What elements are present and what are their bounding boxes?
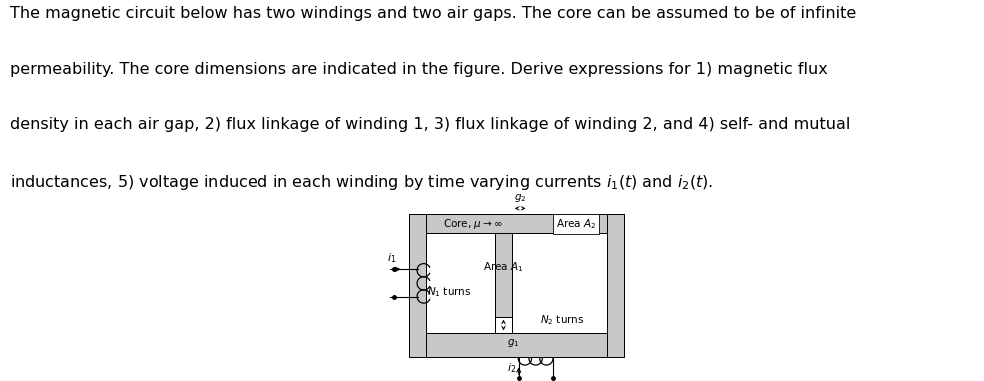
Text: The magnetic circuit below has two windings and two air gaps. The core can be as: The magnetic circuit below has two windi… — [10, 6, 856, 21]
Text: density in each air gap, 2) flux linkage of winding 1, 3) flux linkage of windin: density in each air gap, 2) flux linkage… — [10, 117, 850, 132]
Text: $i_2$: $i_2$ — [507, 361, 516, 375]
Polygon shape — [426, 233, 495, 333]
Text: $i_1$: $i_1$ — [387, 251, 397, 264]
Text: $g_1$: $g_1$ — [507, 337, 520, 349]
Polygon shape — [426, 333, 607, 357]
Text: inductances, 5) voltage induced in each winding by time varying currents $i_1(t): inductances, 5) voltage induced in each … — [10, 173, 713, 192]
Text: Area $A_1$: Area $A_1$ — [483, 260, 523, 274]
Polygon shape — [512, 214, 528, 233]
Polygon shape — [426, 214, 607, 233]
Polygon shape — [495, 233, 512, 317]
Polygon shape — [607, 214, 624, 357]
Text: Core, $\mu \rightarrow \infty$: Core, $\mu \rightarrow \infty$ — [443, 217, 503, 231]
Text: $N_2$ turns: $N_2$ turns — [540, 314, 584, 327]
Polygon shape — [512, 233, 607, 333]
Text: $N_1$ turns: $N_1$ turns — [427, 285, 471, 299]
Polygon shape — [409, 214, 426, 357]
Text: $g_2$: $g_2$ — [514, 192, 526, 203]
Text: Area $A_2$: Area $A_2$ — [556, 217, 596, 231]
Polygon shape — [409, 214, 624, 357]
Polygon shape — [495, 317, 512, 333]
Text: permeability. The core dimensions are indicated in the figure. Derive expression: permeability. The core dimensions are in… — [10, 62, 828, 77]
